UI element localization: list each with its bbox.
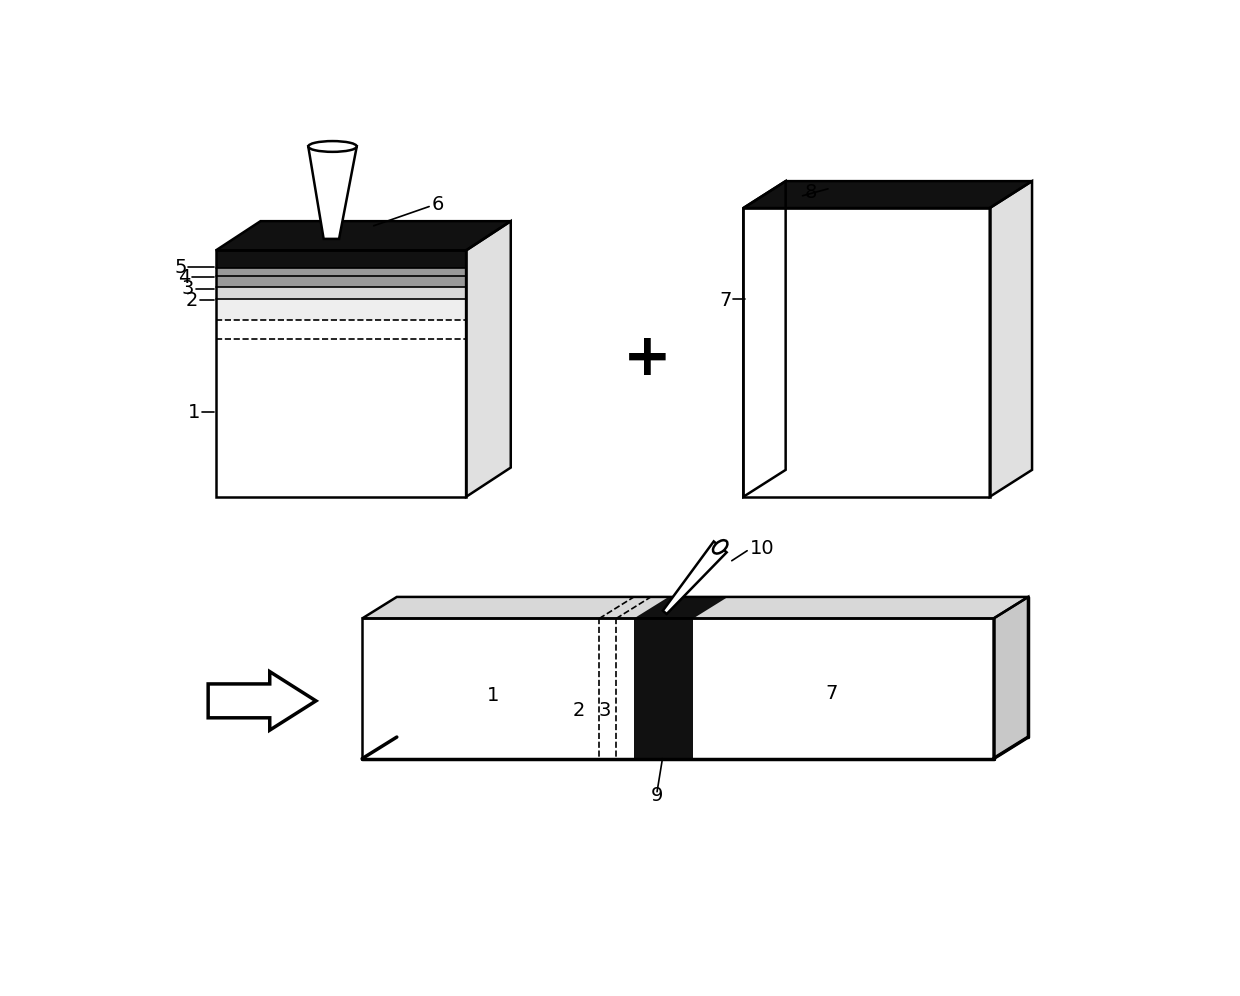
Text: 2: 2 [186, 291, 198, 310]
Text: 2: 2 [573, 701, 585, 720]
Ellipse shape [713, 540, 728, 554]
Polygon shape [216, 268, 466, 288]
Text: 4: 4 [179, 268, 191, 287]
Polygon shape [216, 250, 466, 497]
Text: 7: 7 [719, 291, 732, 310]
Polygon shape [309, 146, 357, 239]
Polygon shape [362, 619, 993, 759]
Text: 7: 7 [826, 683, 838, 702]
Polygon shape [743, 181, 786, 497]
Polygon shape [634, 619, 693, 759]
Polygon shape [993, 597, 1028, 759]
Text: 9: 9 [651, 786, 663, 805]
Polygon shape [634, 597, 728, 619]
Text: 10: 10 [749, 539, 774, 558]
Text: 5: 5 [174, 258, 186, 277]
Polygon shape [216, 250, 466, 268]
Text: +: + [622, 330, 671, 386]
Ellipse shape [309, 141, 357, 151]
Polygon shape [216, 288, 466, 299]
Polygon shape [663, 542, 727, 614]
Text: 6: 6 [432, 195, 444, 214]
Text: 3: 3 [182, 280, 195, 299]
Text: 8: 8 [805, 183, 817, 202]
Polygon shape [216, 299, 466, 320]
Text: 3: 3 [599, 701, 611, 720]
Polygon shape [466, 221, 511, 497]
Polygon shape [216, 221, 511, 250]
Polygon shape [743, 181, 1032, 208]
Text: 1: 1 [188, 402, 201, 421]
Polygon shape [990, 181, 1032, 497]
Polygon shape [208, 671, 316, 730]
Text: 1: 1 [487, 686, 500, 705]
Polygon shape [362, 597, 1028, 619]
Polygon shape [743, 208, 990, 497]
